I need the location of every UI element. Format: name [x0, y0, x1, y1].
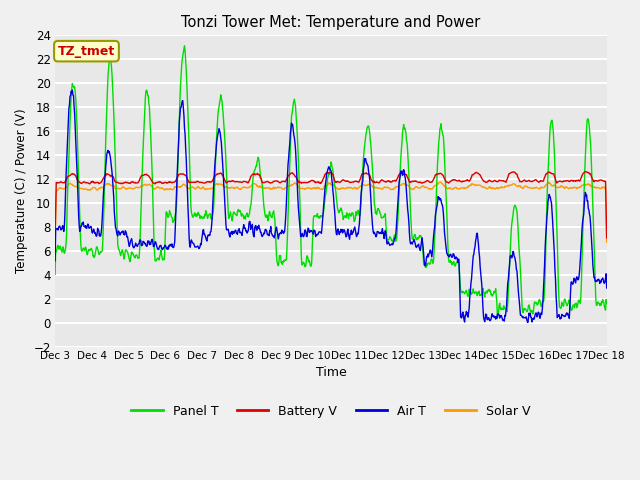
Title: Tonzi Tower Met: Temperature and Power: Tonzi Tower Met: Temperature and Power — [181, 15, 481, 30]
Y-axis label: Temperature (C) / Power (V): Temperature (C) / Power (V) — [15, 108, 28, 273]
X-axis label: Time: Time — [316, 366, 346, 379]
Text: TZ_tmet: TZ_tmet — [58, 45, 115, 58]
Legend: Panel T, Battery V, Air T, Solar V: Panel T, Battery V, Air T, Solar V — [126, 400, 536, 423]
